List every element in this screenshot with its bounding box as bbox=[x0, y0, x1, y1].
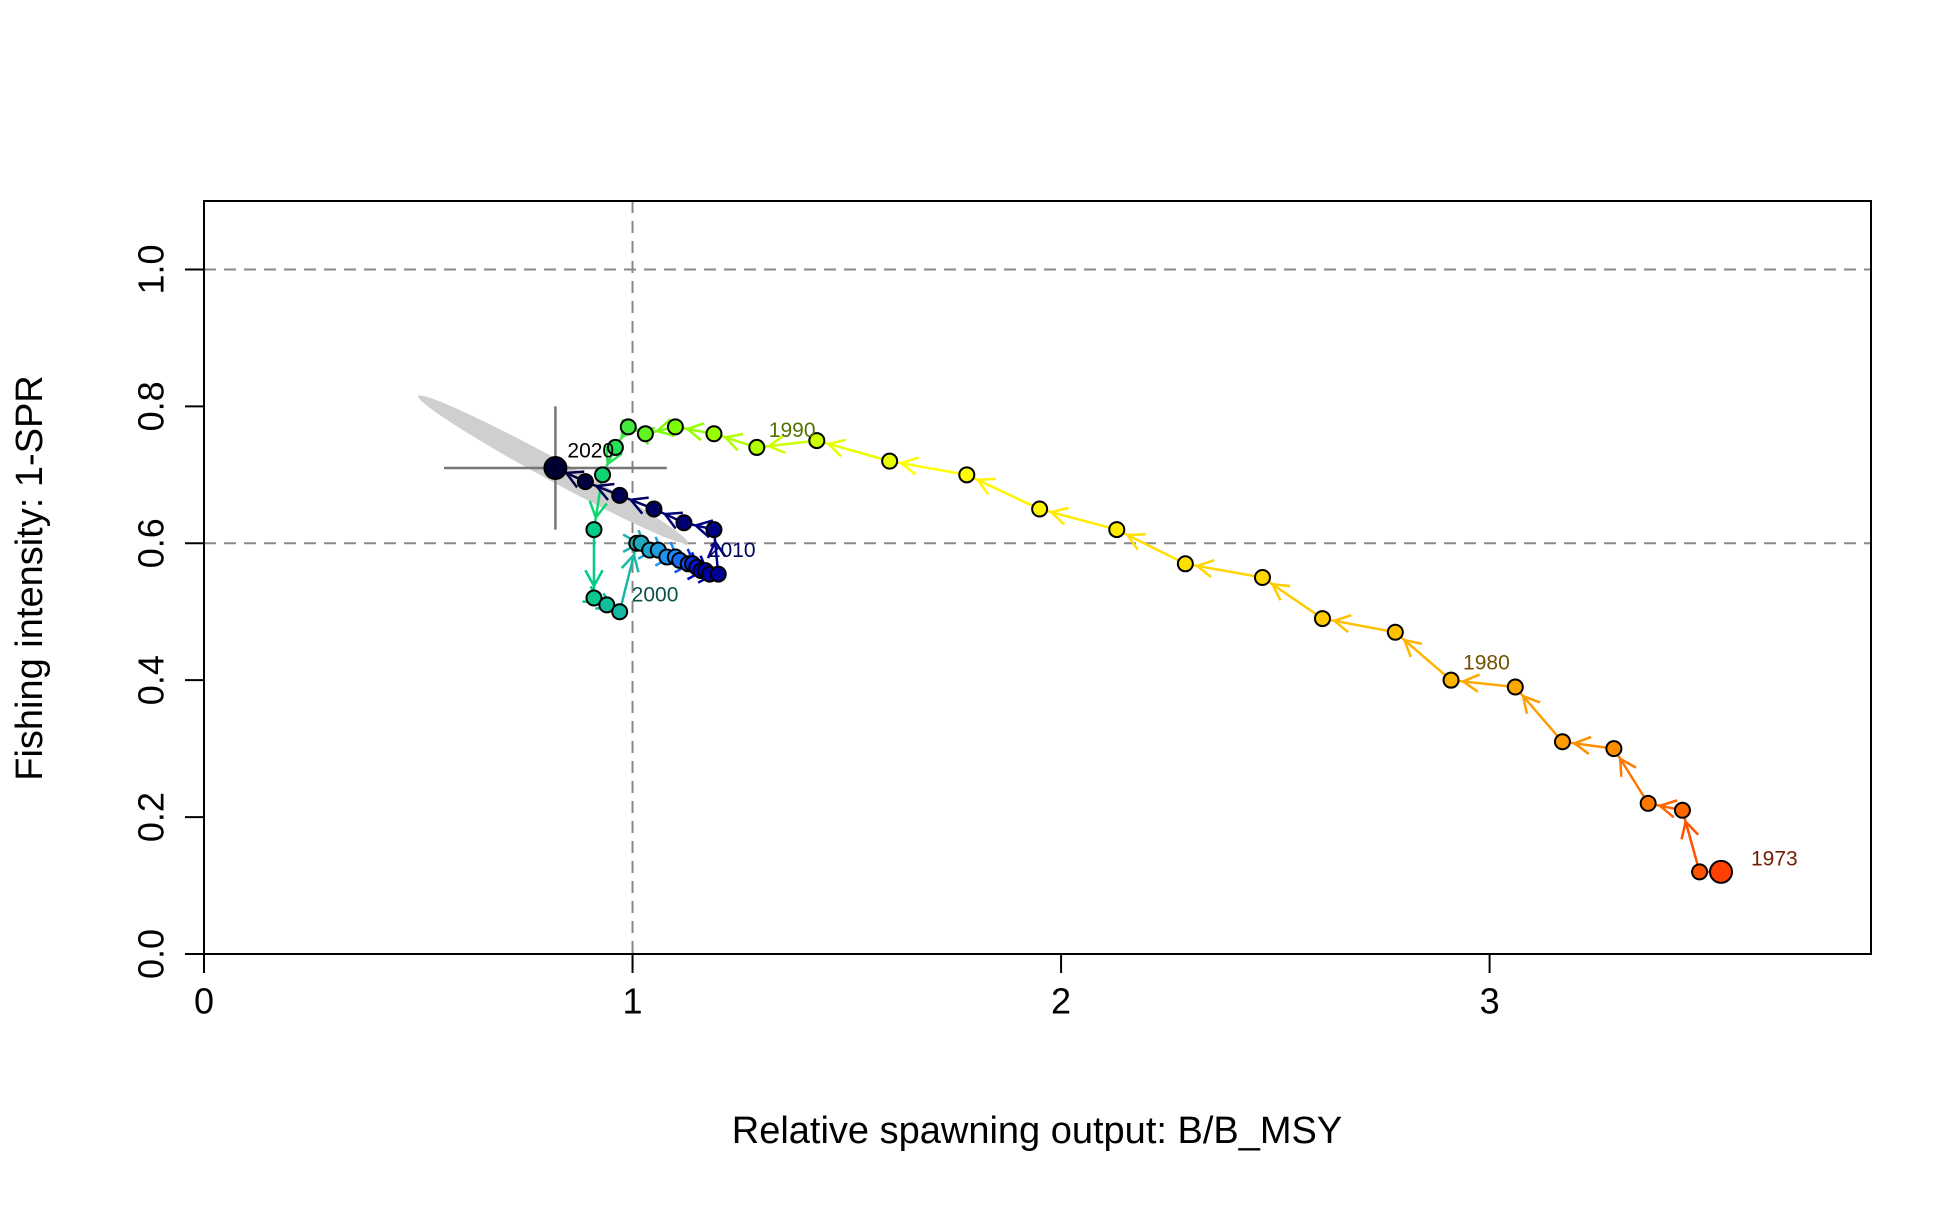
trajectory-segment bbox=[592, 474, 604, 530]
arrowhead bbox=[1460, 673, 1481, 693]
arrowhead bbox=[620, 552, 640, 573]
point bbox=[1506, 678, 1524, 696]
point bbox=[666, 418, 684, 436]
x-tick-label: 2 bbox=[1051, 981, 1071, 1022]
year-label: 2010 bbox=[709, 539, 756, 562]
arrowhead bbox=[1571, 735, 1592, 756]
point bbox=[1386, 623, 1404, 641]
point bbox=[585, 589, 603, 607]
arrowhead bbox=[1331, 614, 1352, 634]
arrowhead bbox=[1270, 582, 1291, 601]
point bbox=[1709, 859, 1734, 884]
point bbox=[881, 452, 899, 470]
point bbox=[576, 473, 594, 491]
point bbox=[1691, 863, 1709, 881]
point bbox=[705, 521, 723, 539]
arrowhead bbox=[654, 418, 675, 438]
point bbox=[598, 596, 616, 614]
arrowhead bbox=[1657, 799, 1678, 819]
arrowhead bbox=[766, 434, 786, 455]
point bbox=[1176, 555, 1194, 573]
point bbox=[709, 565, 727, 583]
point bbox=[611, 486, 629, 504]
arrowhead bbox=[628, 496, 649, 515]
point bbox=[705, 425, 723, 443]
y-tick-label: 0.4 bbox=[131, 655, 172, 705]
x-axis-title: Relative spawning output: B/B_MSY bbox=[732, 1110, 1342, 1152]
point bbox=[675, 514, 693, 532]
y-axis-title: Fishing intensity: 1-SPR bbox=[9, 375, 51, 781]
point bbox=[1639, 794, 1657, 812]
arrowhead bbox=[662, 511, 683, 530]
point bbox=[748, 438, 766, 456]
arrowhead bbox=[584, 569, 604, 589]
y-tick-label: 1.0 bbox=[131, 244, 172, 294]
arrowhead bbox=[605, 445, 623, 467]
arrowhead bbox=[594, 482, 615, 501]
arrowhead bbox=[588, 500, 608, 521]
arrowhead bbox=[975, 477, 996, 496]
y-tick-label: 0.6 bbox=[131, 518, 172, 568]
point bbox=[594, 466, 612, 484]
arrowhead bbox=[1125, 533, 1146, 551]
trajectory-segment bbox=[1562, 740, 1615, 750]
year-label: 2000 bbox=[632, 583, 679, 606]
arrowhead bbox=[1194, 558, 1215, 579]
x-tick-label: 3 bbox=[1480, 981, 1500, 1022]
arrowhead bbox=[1618, 756, 1637, 777]
year-label: 1980 bbox=[1463, 652, 1510, 675]
year-label: 2020 bbox=[567, 440, 614, 463]
x-tick-label: 0 bbox=[194, 981, 214, 1022]
point bbox=[1673, 801, 1691, 819]
arrowhead bbox=[706, 538, 727, 559]
y-tick-label: 0.2 bbox=[131, 792, 172, 842]
point bbox=[611, 603, 629, 621]
arrowhead bbox=[693, 519, 714, 539]
point bbox=[1313, 610, 1331, 628]
point bbox=[1442, 671, 1460, 689]
year-label: 1973 bbox=[1751, 847, 1798, 870]
point bbox=[1553, 733, 1571, 751]
point bbox=[808, 432, 826, 450]
year-label: 1990 bbox=[769, 419, 816, 442]
arrowhead bbox=[1521, 694, 1541, 714]
x-tick-label: 1 bbox=[623, 981, 643, 1022]
point bbox=[958, 466, 976, 484]
point bbox=[585, 521, 603, 539]
arrowhead bbox=[1402, 638, 1423, 658]
point bbox=[1253, 569, 1271, 586]
point bbox=[606, 438, 624, 456]
y-tick-label: 0.8 bbox=[131, 381, 172, 431]
point bbox=[619, 418, 637, 436]
arrowhead bbox=[722, 432, 744, 452]
point bbox=[1031, 500, 1049, 518]
point bbox=[1605, 740, 1623, 758]
point bbox=[645, 500, 663, 518]
point bbox=[543, 455, 568, 480]
point bbox=[636, 425, 654, 443]
arrowhead bbox=[898, 456, 919, 476]
arrowhead bbox=[1680, 819, 1700, 840]
point bbox=[1108, 521, 1126, 539]
arrowhead bbox=[825, 438, 847, 458]
y-tick-label: 0.0 bbox=[131, 929, 172, 979]
arrowhead bbox=[684, 422, 705, 442]
arrowhead bbox=[1048, 506, 1070, 526]
